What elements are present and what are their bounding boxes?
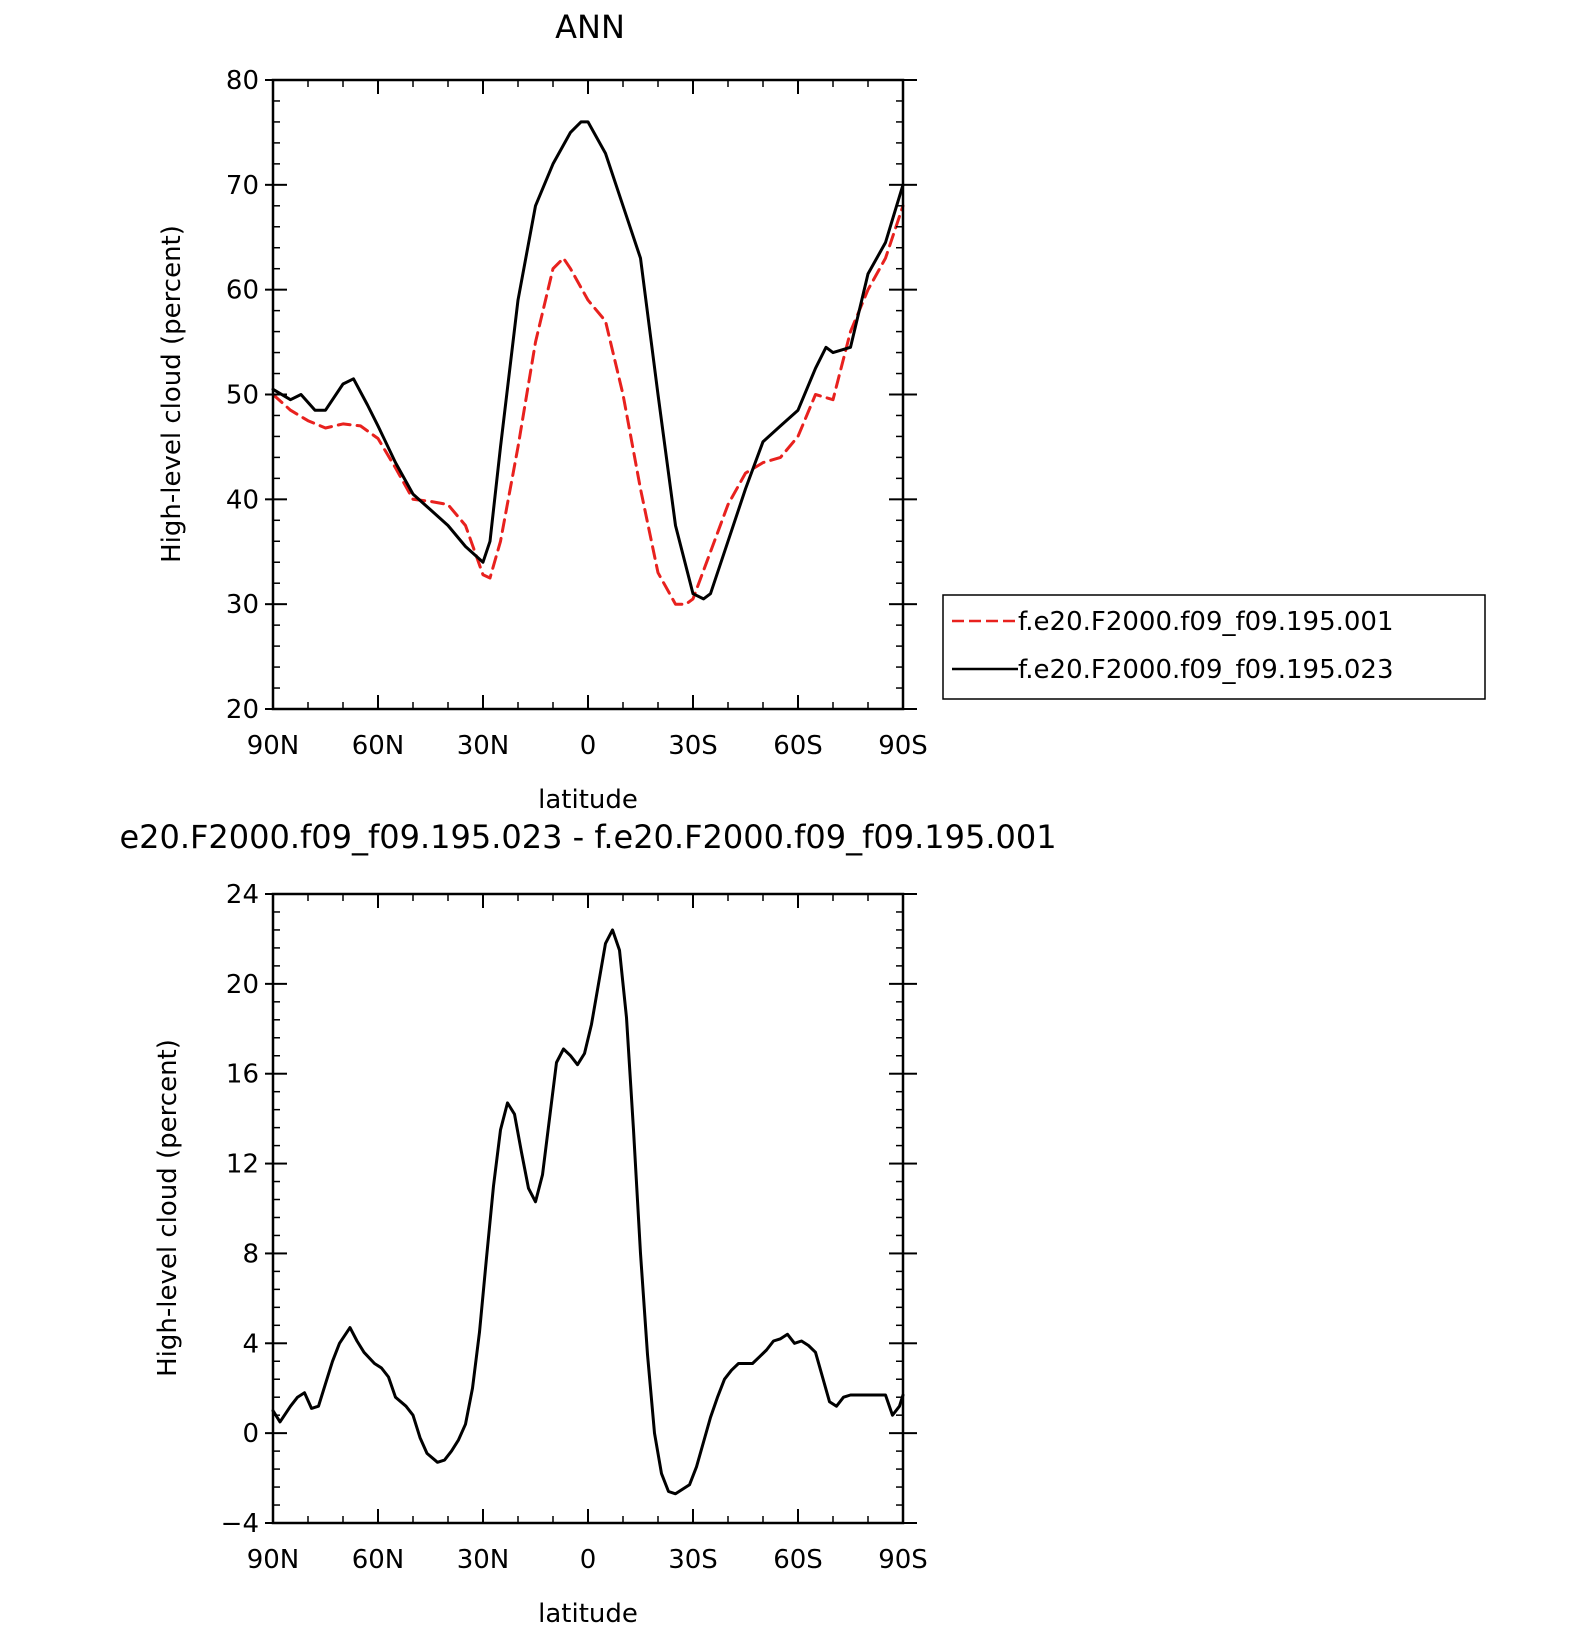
bottom-chart-title: e20.F2000.f09_f09.195.023 - f.e20.F2000.… [119,818,1056,856]
top-series-line-1 [271,120,905,601]
bottom-chart-marks [271,928,905,1496]
bottom-xtick-label: 90N [247,1545,300,1575]
bottom-ytick-label: 0 [242,1419,259,1449]
bottom-xtick-label: 30N [457,1545,510,1575]
legend-box [942,594,1486,700]
top-ytick-label: 70 [226,171,259,201]
top-chart-xlabel: latitude [538,785,638,815]
bottom-ytick-label: 8 [242,1239,259,1269]
bottom-ytick-label: 20 [226,970,259,1000]
top-ytick-label: 20 [226,695,259,725]
top-series-line-0 [271,204,905,606]
bottom-ytick-label: 4 [242,1329,259,1359]
top-xtick-label: 30N [457,731,510,761]
top-ytick-label: 40 [226,485,259,515]
top-chart-title: ANN [555,8,625,46]
bottom-chart-frame [271,892,905,1525]
top-ytick-label: 60 [226,276,259,306]
top-ytick-label: 30 [226,590,259,620]
top-chart-marks [271,120,905,606]
bottom-ytick-label: −4 [221,1509,259,1539]
top-xtick-label: 60S [773,731,823,761]
top-xtick-label: 60N [352,731,405,761]
top-chart: ANN 90N 60N 30N 0 30S 60S 90S 20 30 40 50 60 70 80 la… [157,8,1486,815]
bottom-xtick-label: 0 [580,1545,597,1575]
bottom-xtick-label: 30S [668,1545,718,1575]
top-chart-ylabel: High-level cloud (percent) [157,225,187,563]
bottom-ytick-label: 12 [226,1150,259,1180]
legend-entry-series-001: f.e20.F2000.f09_f09.195.001 [1018,607,1394,637]
bottom-ytick-label: 24 [226,880,259,910]
bottom-chart-ticks: 90N 60N 30N 0 30S 60S 90S −4 0 4 8 12 16 20 24 [221,880,928,1575]
bottom-chart: e20.F2000.f09_f09.195.023 - f.e20.F2000.… [119,818,1056,1629]
bottom-xtick-label: 60S [773,1545,823,1575]
bottom-ytick-label: 16 [226,1060,259,1090]
bottom-chart-ylabel: High-level cloud (percent) [153,1039,183,1377]
bottom-xtick-label: 60N [352,1545,405,1575]
top-ytick-label: 80 [226,66,259,96]
legend-entry-series-023: f.e20.F2000.f09_f09.195.023 [1018,655,1394,685]
legend: f.e20.F2000.f09_f09.195.001 f.e20.F2000.… [942,594,1486,700]
top-chart-ticks: 90N 60N 30N 0 30S 60S 90S 20 30 40 50 60 70 80 [226,66,928,761]
top-xtick-label: 90N [247,731,300,761]
top-xtick-label: 0 [580,731,597,761]
top-ytick-label: 50 [226,381,259,411]
bottom-chart-xlabel: latitude [538,1599,638,1629]
top-xtick-label: 90S [878,731,928,761]
bottom-xtick-label: 90S [878,1545,928,1575]
top-chart-frame [271,78,905,711]
bottom-series-line-0 [271,928,905,1496]
top-xtick-label: 30S [668,731,718,761]
